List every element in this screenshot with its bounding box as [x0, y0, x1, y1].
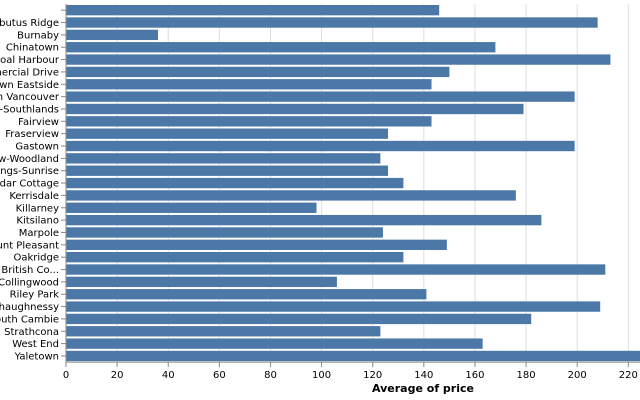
y-tick-label-3: Chinatown [6, 43, 59, 54]
y-tick-label-22: Renfrew-Collingwood [0, 277, 59, 288]
bar-23 [66, 289, 427, 300]
y-tick-label-8: Dunbar-Southlands [0, 104, 59, 115]
bar-0 [66, 5, 440, 16]
y-tick-label-17: Kitsilano [16, 216, 59, 227]
bar-4 [66, 54, 611, 65]
bar-24 [66, 301, 601, 312]
y-tick-label-21: University of British Co... [0, 265, 59, 276]
x-tick-label-4: 80 [264, 370, 277, 381]
y-tick-label-6: Downtown Eastside [0, 80, 59, 91]
y-tick-label-14: Kensington-Cedar Cottage [0, 179, 59, 190]
y-tick-label-13: Hastings-Sunrise [0, 166, 59, 177]
y-tick-label-23: Riley Park [10, 290, 60, 301]
bar-17 [66, 214, 542, 226]
bar-10 [66, 128, 389, 139]
x-axis: 0 20 40 60 80 100 120 140 160 180 200 220 [63, 361, 640, 381]
x-tick-label-5: 100 [312, 370, 331, 381]
x-tick-label-1: 20 [111, 370, 124, 381]
y-tick-label-10: Fraserview [5, 129, 59, 140]
y-tick-label-24: Shaughnessy [0, 302, 59, 313]
y-tick-label-19: Mount Pleasant [0, 240, 59, 251]
x-tick-label-10: 200 [568, 370, 587, 381]
x-tick-label-7: 140 [414, 370, 433, 381]
bar-15 [66, 190, 516, 201]
bar-26 [66, 326, 381, 337]
y-tick-label-11: Gastown [15, 142, 59, 153]
y-tick-label-16: Killarney [16, 203, 59, 214]
bar-18 [66, 227, 383, 238]
y-tick-label-26: Strathcona [4, 327, 59, 338]
x-tick-label-0: 0 [63, 370, 69, 381]
x-tick-label-8: 160 [465, 370, 484, 381]
bar-11 [66, 140, 575, 152]
y-tick-label-25: South Cambie [0, 314, 59, 325]
bar-19 [66, 239, 447, 250]
bar-3 [66, 42, 496, 53]
bar-2 [66, 29, 159, 41]
y-tick-label-9: Fairview [18, 117, 59, 128]
bar-21 [66, 264, 606, 275]
bar-1 [66, 17, 598, 28]
bar-12 [66, 153, 381, 164]
x-tick-label-2: 40 [162, 370, 175, 381]
bars [66, 5, 640, 362]
y-tick-label-15: Kerrisdale [9, 191, 59, 202]
y-tick-label-2: Burnaby [17, 30, 59, 41]
x-tick-label-3: 60 [213, 370, 226, 381]
bar-6 [66, 79, 432, 90]
bar-20 [66, 252, 404, 263]
bar-5 [66, 66, 450, 78]
y-tick-label-18: Marpole [19, 228, 59, 239]
bar-13 [66, 165, 389, 176]
bar-27 [66, 338, 483, 349]
x-tick-label-9: 180 [517, 370, 536, 381]
bar-14 [66, 177, 404, 189]
y-tick-label-5: Commercial Drive [0, 67, 59, 78]
x-axis-title: Average of price [372, 382, 474, 395]
bar-7 [66, 91, 575, 102]
y-tick-label-4: Coal Harbour [0, 55, 60, 66]
x-tick-label-6: 120 [363, 370, 382, 381]
bar-16 [66, 202, 317, 213]
bar-25 [66, 313, 532, 325]
bar-9 [66, 116, 432, 127]
bar-22 [66, 276, 337, 288]
y-tick-label-1: Arbutus Ridge [0, 18, 59, 29]
bar-28 [66, 350, 640, 362]
y-tick-label-27: West End [12, 339, 59, 350]
y-tick-label-7: Downtown Vancouver [0, 92, 60, 103]
y-tick-label-12: Grandview-Woodland [0, 154, 59, 165]
y-tick-label-20: Oakridge [13, 253, 59, 264]
bar-8 [66, 103, 524, 115]
y-tick-label-28: Yaletown [14, 351, 59, 362]
x-tick-label-11: 220 [619, 370, 638, 381]
